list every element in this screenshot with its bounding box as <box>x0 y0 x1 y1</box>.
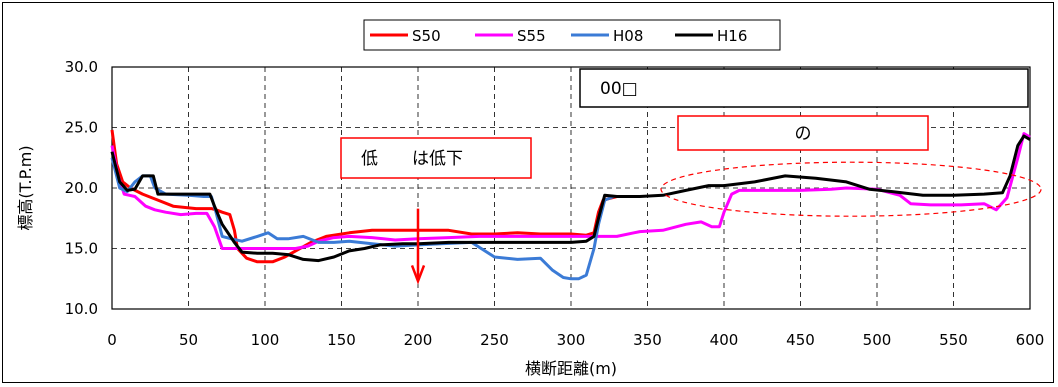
y-tick-label: 20.0 <box>65 179 98 197</box>
y-axis-label: 標高(T.P.m) <box>16 145 35 230</box>
annotation-text: の <box>795 124 812 144</box>
plot-area <box>111 66 1031 310</box>
y-tick-label: 30.0 <box>65 58 98 76</box>
legend-label-h16: H16 <box>717 27 747 45</box>
legend: S50 S55 H08 H16 <box>363 19 781 51</box>
series-line-h16 <box>110 134 1031 263</box>
x-tick-label: 50 <box>179 331 198 349</box>
line-chart: 0 50 100 150 200 250 300 350 400 450 500 550 600 10.… <box>16 19 1044 378</box>
legend-label-s50: S50 <box>412 27 441 45</box>
x-tick-label: 550 <box>939 331 968 349</box>
x-tick-labels: 0 50 100 150 200 250 300 350 400 450 500 550 600 <box>107 331 1044 349</box>
annotation-box <box>340 137 532 179</box>
x-tick-label: 500 <box>863 331 892 349</box>
x-tick-label: 100 <box>251 331 280 349</box>
x-tick-label: 300 <box>557 331 586 349</box>
x-axis-label: 横断距離(m) <box>525 359 617 378</box>
annotation-text: 低 は低下 <box>361 149 463 169</box>
series-line-h08 <box>110 157 615 281</box>
annotation-text: 00□ <box>600 79 638 99</box>
x-tick-label: 250 <box>480 331 509 349</box>
y-tick-label: 25.0 <box>65 119 98 137</box>
x-tick-label: 600 <box>1016 331 1045 349</box>
y-tick-label: 10.0 <box>65 300 98 318</box>
highlight-ellipse <box>660 161 1042 217</box>
legend-label-h08: H08 <box>613 27 643 45</box>
x-tick-label: 450 <box>786 331 815 349</box>
legend-label-s55: S55 <box>517 27 546 45</box>
chart-frame: 0 50 100 150 200 250 300 350 400 450 500 550 600 10.… <box>2 2 1054 383</box>
x-tick-label: 0 <box>107 331 117 349</box>
series-line-s55 <box>110 132 1031 250</box>
annotation-box <box>677 115 929 151</box>
y-tick-labels: 10.0 15.0 20.0 25.0 30.0 <box>65 58 98 318</box>
annotation-box <box>579 68 1029 108</box>
arrow-head <box>410 264 426 285</box>
x-tick-label: 150 <box>327 331 356 349</box>
annotation-ellipse <box>660 161 1042 217</box>
series-lines <box>110 129 1031 281</box>
y-tick-label: 15.0 <box>65 240 98 258</box>
x-tick-label: 200 <box>404 331 433 349</box>
x-tick-label: 350 <box>633 331 662 349</box>
annotation-boxes: 低 は低下 の 00□ <box>340 68 1029 179</box>
x-tick-label: 400 <box>710 331 739 349</box>
down-arrow-marker <box>410 208 426 285</box>
